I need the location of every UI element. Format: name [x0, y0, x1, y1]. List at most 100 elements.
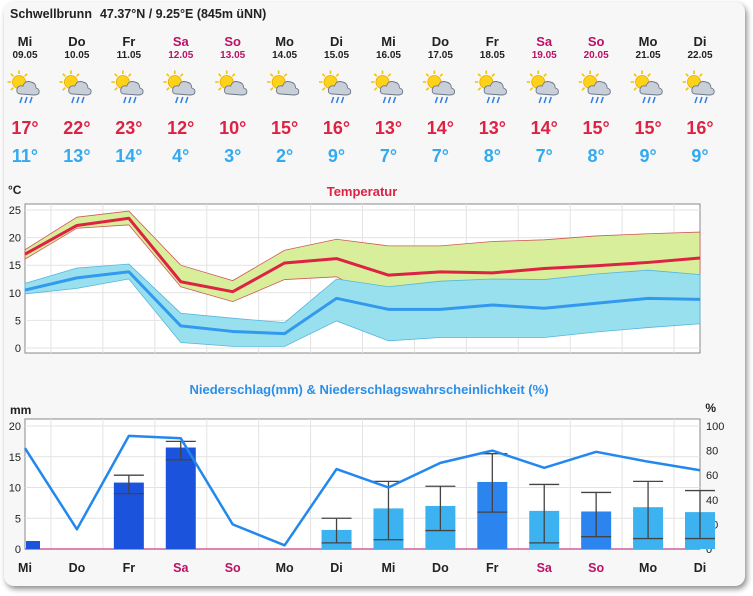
sun-ray: [425, 73, 430, 77]
cloud-shape: [16, 81, 40, 96]
sun-cloud-rain-icon: [578, 70, 611, 104]
sun-ray: [269, 87, 274, 91]
sun-cloud-rain-icon: [370, 70, 404, 104]
rain-drop: [486, 96, 491, 104]
precip-tick-label: 15: [9, 452, 21, 464]
rain-drop: [133, 96, 137, 104]
x-axis-day-label: Do: [69, 561, 86, 575]
sun-ray: [529, 73, 534, 77]
location-title: Schwellbrunn 47.37°N / 9.25°E (845m üNN): [10, 7, 266, 21]
sun-ray: [685, 73, 689, 77]
rain-drop: [496, 96, 501, 104]
precip-range-whisker: [529, 483, 560, 544]
cloud-shape: [379, 81, 404, 96]
rain-drop: [595, 96, 599, 104]
precip-range-whisker: [113, 474, 144, 495]
temp-max: 15°: [634, 118, 661, 138]
probability-tick-label: 100: [706, 421, 724, 433]
sun-cloud-rain-icon: [111, 70, 144, 104]
temp-max: 13°: [479, 118, 506, 138]
sun-cloud-rain-icon: [319, 70, 352, 104]
temp-max: 23°: [115, 118, 142, 138]
sun-ray: [373, 73, 378, 77]
x-axis-day-label: Mo: [639, 561, 657, 575]
temp-max: 14°: [427, 118, 454, 138]
probability-line: [23, 434, 701, 547]
cloud-shape: [224, 81, 248, 96]
sun-ray: [477, 87, 482, 91]
temp-min: 8°: [588, 146, 605, 166]
day-date: 12.05: [168, 50, 193, 61]
sun-ray: [127, 73, 132, 77]
cloud-shape: [276, 81, 300, 96]
sun-ray: [10, 73, 14, 77]
sun-ray: [283, 73, 288, 77]
precip-range-whisker: [425, 485, 456, 532]
precip-range-whisker: [165, 440, 196, 461]
day-date: 22.05: [687, 50, 712, 61]
sun-ray: [335, 73, 340, 77]
rain-drop: [123, 96, 127, 104]
temp-min: 8°: [484, 146, 501, 166]
temp-tick-label: 5: [15, 315, 21, 327]
sun-cloud-rain-icon: [59, 70, 92, 104]
temp-tick-label: 25: [9, 205, 21, 217]
probability-tick-label: 40: [706, 495, 718, 507]
max-temp-line: [24, 216, 701, 294]
probability-tick-label: 0: [706, 544, 712, 556]
rain-drop: [538, 96, 542, 104]
temp-min: 11°: [12, 146, 38, 166]
cloud-shape: [68, 81, 92, 96]
day-name: Di: [330, 34, 343, 49]
temp-min: 7°: [432, 146, 449, 166]
temp-min: 9°: [691, 146, 708, 166]
rain-drop: [71, 96, 75, 104]
rain-drop: [24, 96, 28, 104]
sun-ray: [633, 87, 637, 91]
sun-ray: [321, 87, 326, 91]
temp-min: 7°: [380, 146, 397, 166]
temp-tick-label: 20: [9, 233, 21, 245]
day-name: Mi: [18, 34, 32, 49]
sun-ray: [269, 73, 274, 77]
day-date: 17.05: [428, 50, 453, 61]
cloud-shape: [587, 81, 611, 96]
rain-drop: [387, 96, 392, 104]
sun-ray: [321, 73, 326, 77]
precip-axis-unit: mm: [10, 403, 31, 417]
rain-drop: [590, 96, 594, 104]
sun-cloud-rain-icon: [163, 70, 196, 104]
temp-max: 16°: [323, 118, 350, 138]
sun-ray: [581, 87, 586, 91]
precip-range-whisker: [633, 480, 664, 540]
day-name: Mo: [639, 34, 658, 49]
sun-ray: [633, 73, 637, 77]
x-axis-day-label: So: [588, 561, 604, 575]
rain-drop: [128, 96, 132, 104]
precip-chart-title: Niederschlag(mm) & Niederschlagswahrsche…: [189, 382, 548, 397]
sun-ray: [114, 87, 118, 91]
temp-axis-unit: °C: [8, 183, 22, 197]
sun-ray: [217, 73, 222, 77]
sun-ray: [166, 87, 170, 91]
day-name: So: [224, 34, 241, 49]
probability-axis-unit: %: [705, 401, 716, 415]
sun-ray: [10, 87, 14, 91]
forecast-chart: Schwellbrunn 47.37°N / 9.25°E (845m üNN) …: [7, 7, 724, 575]
day-date: 19.05: [532, 50, 557, 61]
day-date: 09.05: [12, 50, 37, 61]
cloud-shape: [120, 81, 144, 96]
x-axis-day-label: Do: [432, 561, 449, 575]
temp-tick-label: 10: [9, 288, 21, 300]
probability-tick-label: 60: [706, 470, 718, 482]
day-date: 11.05: [117, 50, 142, 61]
rain-drop: [600, 96, 604, 104]
sun-cloud-rain-icon: [422, 70, 456, 104]
rain-drop: [491, 96, 496, 104]
sun-ray: [595, 73, 599, 77]
